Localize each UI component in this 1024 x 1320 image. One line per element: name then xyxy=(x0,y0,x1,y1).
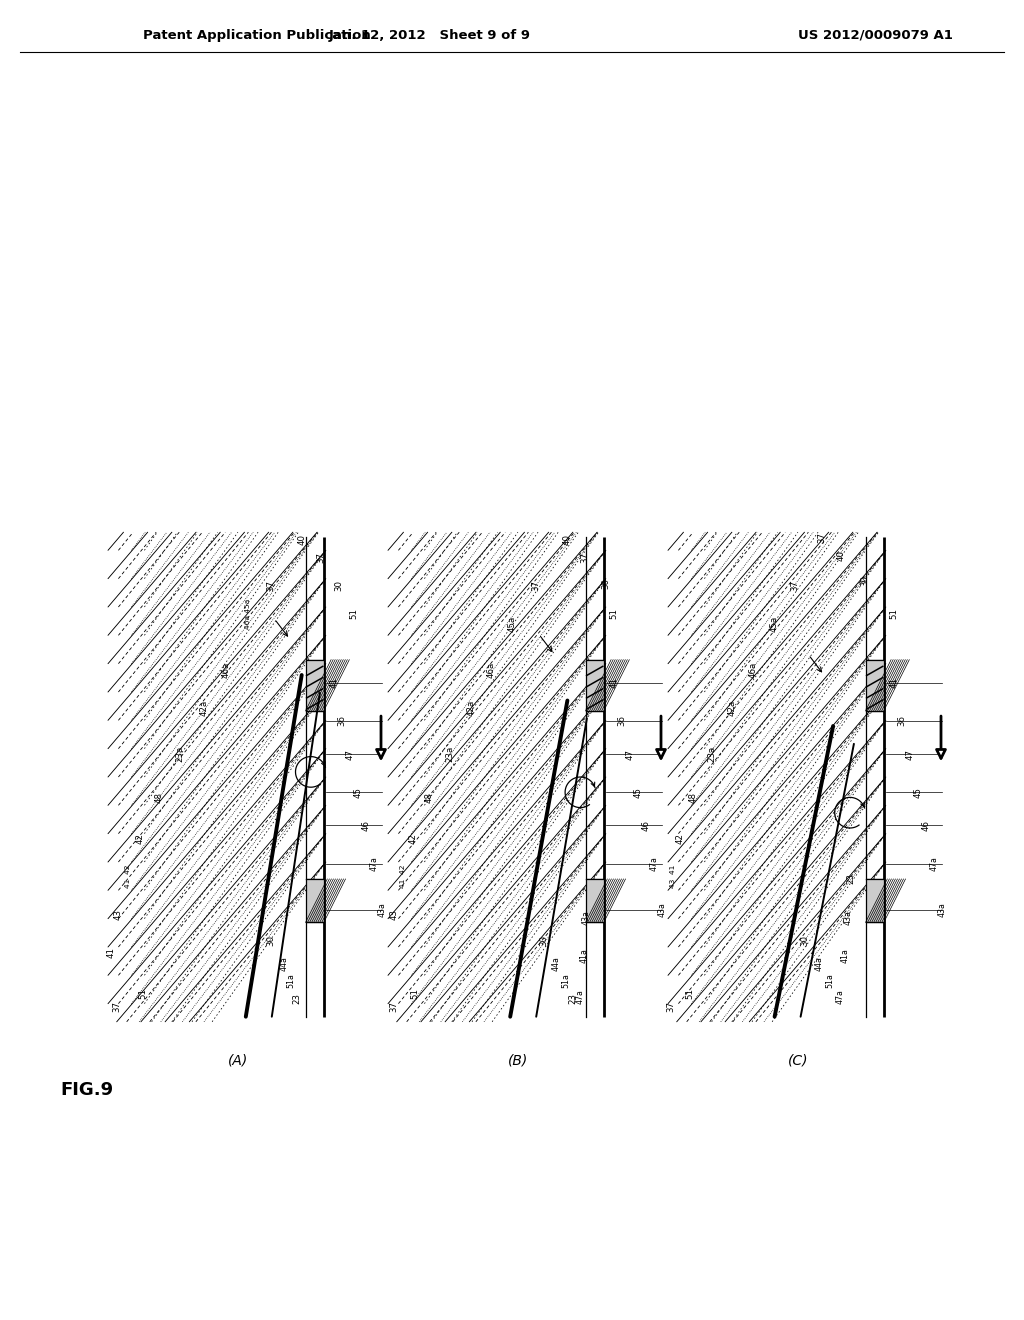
Text: 37: 37 xyxy=(667,1001,676,1012)
Text: 51a: 51a xyxy=(286,974,295,989)
Text: 46a: 46a xyxy=(221,661,230,678)
Text: 51a: 51a xyxy=(825,974,835,989)
Text: 41  42: 41 42 xyxy=(400,865,407,888)
Text: 30: 30 xyxy=(601,578,610,589)
Text: 37: 37 xyxy=(112,1001,121,1012)
Text: 47: 47 xyxy=(346,748,354,759)
Text: Jan. 12, 2012   Sheet 9 of 9: Jan. 12, 2012 Sheet 9 of 9 xyxy=(329,29,531,41)
Text: 40: 40 xyxy=(298,535,307,545)
Text: 41: 41 xyxy=(890,677,899,688)
Text: 45a: 45a xyxy=(508,616,517,632)
Text: Patent Application Publication: Patent Application Publication xyxy=(143,29,371,41)
Text: (C): (C) xyxy=(787,1053,808,1067)
Text: 37: 37 xyxy=(316,552,325,564)
Text: 43: 43 xyxy=(114,909,122,920)
Text: 42: 42 xyxy=(135,833,144,843)
Text: 36: 36 xyxy=(338,715,347,726)
Text: 30: 30 xyxy=(539,935,548,945)
Text: 43: 43 xyxy=(389,909,398,920)
Text: 43a: 43a xyxy=(844,909,853,925)
Text: 47a: 47a xyxy=(930,857,939,871)
Text: 30: 30 xyxy=(266,935,275,945)
Text: 30: 30 xyxy=(860,576,869,586)
Text: 37: 37 xyxy=(817,532,826,543)
Text: 37: 37 xyxy=(581,552,590,564)
Text: 44a: 44a xyxy=(815,956,824,970)
Text: 47a: 47a xyxy=(575,989,585,1003)
Bar xyxy=(865,879,884,923)
Text: 30: 30 xyxy=(801,935,810,945)
Text: 46: 46 xyxy=(361,820,371,832)
Text: 23a: 23a xyxy=(708,746,716,762)
Text: 51: 51 xyxy=(411,989,419,999)
Text: 36: 36 xyxy=(898,715,907,726)
Text: 47a: 47a xyxy=(650,857,658,871)
Text: 44a: 44a xyxy=(552,956,561,970)
Text: 23: 23 xyxy=(846,874,855,884)
Text: 47: 47 xyxy=(626,748,635,759)
Text: US 2012/0009079 A1: US 2012/0009079 A1 xyxy=(798,29,952,41)
Text: 41  42: 41 42 xyxy=(125,865,131,888)
Text: 51: 51 xyxy=(890,609,899,619)
Text: 48: 48 xyxy=(155,792,164,803)
Text: 42a: 42a xyxy=(466,700,475,717)
Text: 47: 47 xyxy=(906,748,914,759)
Text: 41: 41 xyxy=(610,677,618,688)
Text: 48: 48 xyxy=(689,792,698,803)
Text: 46a: 46a xyxy=(749,661,758,678)
Text: 46: 46 xyxy=(642,820,651,832)
Text: 41a: 41a xyxy=(580,948,588,962)
Text: 37: 37 xyxy=(791,581,800,591)
Text: 43a: 43a xyxy=(657,902,667,917)
Bar xyxy=(586,879,604,923)
Text: 43a: 43a xyxy=(582,909,591,925)
Text: 40: 40 xyxy=(562,535,571,545)
Text: 36: 36 xyxy=(617,715,627,726)
Text: 46a: 46a xyxy=(486,661,496,678)
Text: 37: 37 xyxy=(531,581,540,591)
Text: 51: 51 xyxy=(685,989,694,999)
Text: 44a: 44a xyxy=(280,956,289,970)
Text: 45: 45 xyxy=(913,787,923,797)
Text: 51a: 51a xyxy=(561,974,570,989)
Text: 46: 46 xyxy=(922,820,931,832)
Text: 43a: 43a xyxy=(938,902,947,917)
Text: 37: 37 xyxy=(266,581,275,591)
Text: (B): (B) xyxy=(508,1053,528,1067)
Text: 48: 48 xyxy=(425,792,433,803)
Text: 37: 37 xyxy=(389,1001,398,1012)
Text: 41a: 41a xyxy=(841,948,850,962)
Text: FIG.9: FIG.9 xyxy=(60,1081,113,1100)
Text: 45: 45 xyxy=(354,787,362,797)
Text: 23: 23 xyxy=(293,994,302,1005)
Text: 41: 41 xyxy=(106,948,116,958)
Text: 46a 45a: 46a 45a xyxy=(245,599,251,628)
Bar xyxy=(305,660,324,710)
Text: 40: 40 xyxy=(837,549,846,561)
Bar xyxy=(865,660,884,710)
Text: (A): (A) xyxy=(228,1053,248,1067)
Text: 47a: 47a xyxy=(836,989,845,1003)
Text: 23a: 23a xyxy=(445,746,455,762)
Text: 45: 45 xyxy=(634,787,643,797)
Text: 23: 23 xyxy=(568,994,578,1005)
Text: 45a: 45a xyxy=(769,616,778,632)
Text: 42a: 42a xyxy=(199,700,208,717)
Text: 41: 41 xyxy=(330,677,339,688)
Text: 51: 51 xyxy=(138,989,147,999)
Text: 51: 51 xyxy=(350,609,358,619)
Text: 42a: 42a xyxy=(728,700,737,717)
Text: 47a: 47a xyxy=(370,857,379,871)
Text: 23a: 23a xyxy=(176,746,184,762)
Text: 43  41: 43 41 xyxy=(670,865,676,888)
Bar xyxy=(305,879,324,923)
Text: 43a: 43a xyxy=(378,902,387,917)
Text: 51: 51 xyxy=(610,609,618,619)
Text: 42: 42 xyxy=(676,833,685,843)
Text: 30: 30 xyxy=(334,581,343,591)
Text: 42: 42 xyxy=(409,833,418,843)
Bar xyxy=(586,660,604,710)
